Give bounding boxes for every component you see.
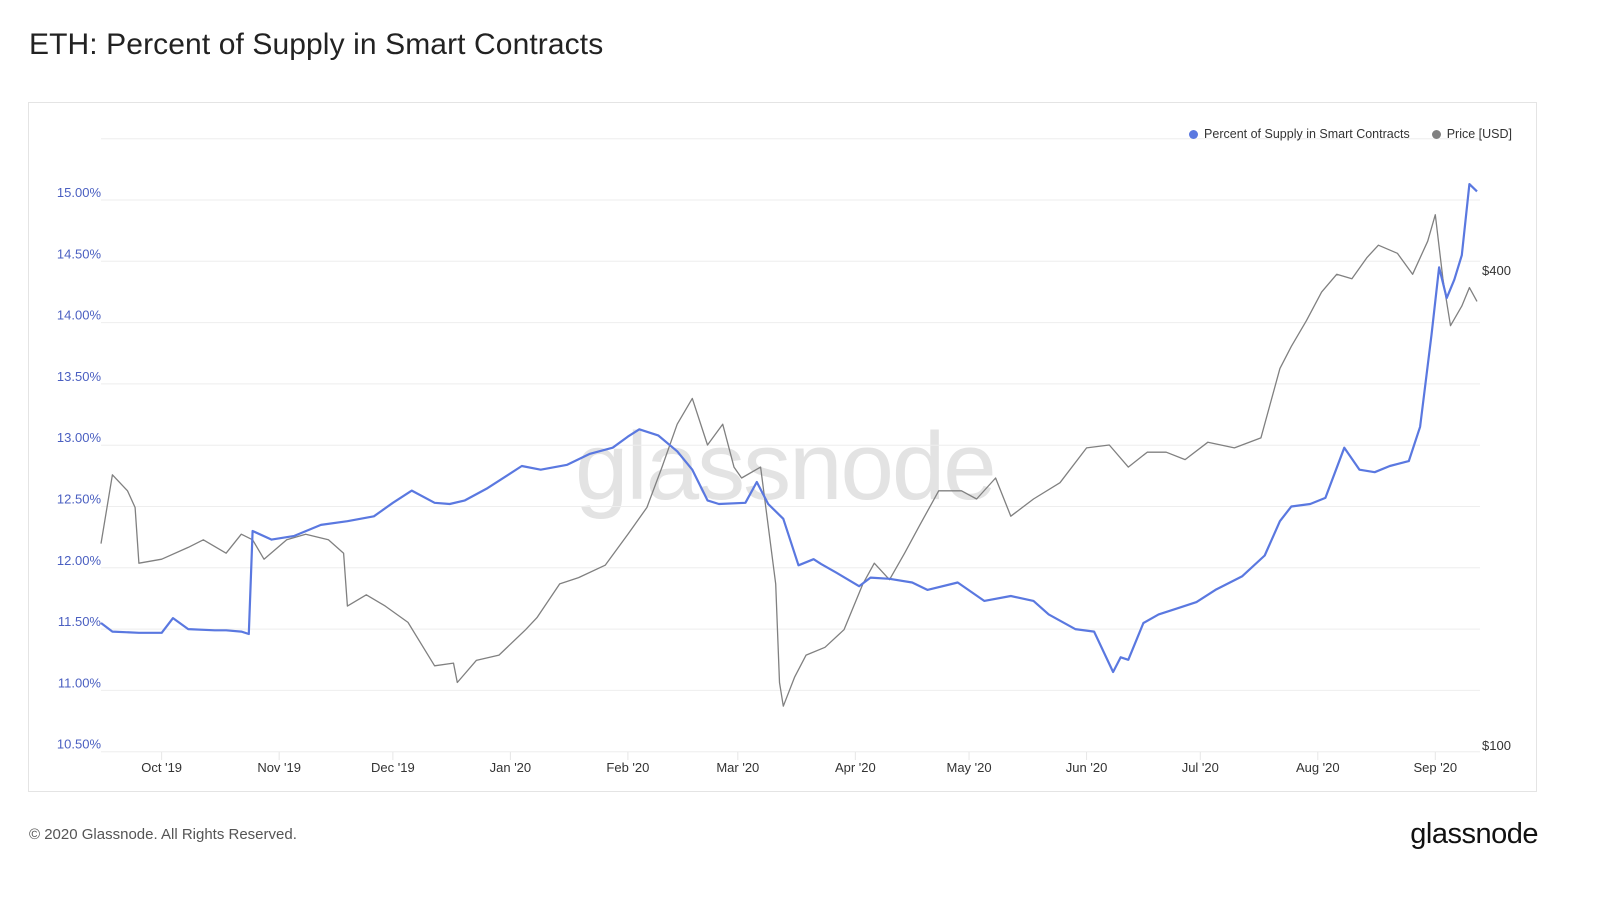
y-tick-label: 12.00%	[57, 553, 102, 568]
y-tick-label: 10.50%	[57, 737, 102, 752]
x-tick-label: Nov '19	[257, 760, 301, 775]
x-tick-label: Oct '19	[141, 760, 182, 775]
x-tick-label: Dec '19	[371, 760, 415, 775]
glassnode-logo[interactable]: glassnode	[1410, 818, 1538, 850]
chart-card	[28, 102, 1537, 792]
y-tick-label: 11.50%	[58, 614, 102, 629]
y-tick-label: 11.00%	[58, 675, 102, 690]
legend-dot-icon	[1431, 129, 1441, 139]
x-axis: Oct '19 Nov '19 Dec '19 Jan '20 Feb '20 Mar '…	[141, 752, 1457, 775]
x-tick-label: Jan '20	[490, 760, 532, 775]
y-tick-label: 15.00%	[57, 185, 102, 200]
footer-copyright: © 2020 Glassnode. All Rights Reserved.	[29, 826, 297, 843]
y-right-tick-label: $400	[1482, 263, 1511, 278]
y-right-tick-label: $100	[1482, 738, 1511, 753]
x-tick-label: Sep '20	[1413, 760, 1457, 775]
chart-legend: Percent of Supply in Smart Contracts Pri…	[1189, 127, 1512, 141]
legend-label: Percent of Supply in Smart Contracts	[1204, 127, 1410, 141]
legend-item-price[interactable]: Price [USD]	[1431, 127, 1512, 141]
x-tick-label: Jun '20	[1066, 760, 1108, 775]
y-tick-label: 14.00%	[57, 308, 102, 323]
gridlines	[101, 138, 1480, 753]
y-axis-left: 10.50% 11.00% 11.50% 12.00% 12.50% 13.00% 13.5…	[57, 185, 102, 752]
percent-series-line[interactable]	[100, 183, 1478, 674]
legend-label: Price [USD]	[1446, 127, 1512, 141]
y-tick-label: 13.00%	[57, 430, 102, 445]
price-series-line[interactable]	[100, 214, 1478, 707]
y-tick-label: 13.50%	[57, 369, 102, 384]
legend-item-percent[interactable]: Percent of Supply in Smart Contracts	[1189, 127, 1410, 141]
x-tick-label: Mar '20	[716, 760, 759, 775]
x-tick-label: May '20	[946, 760, 991, 775]
y-tick-label: 12.50%	[57, 492, 102, 507]
page-title: ETH: Percent of Supply in Smart Contract…	[29, 28, 604, 61]
x-tick-label: Feb '20	[606, 760, 649, 775]
y-tick-label: 14.50%	[57, 246, 102, 261]
x-tick-label: Jul '20	[1182, 760, 1219, 775]
x-tick-label: Apr '20	[835, 760, 876, 775]
x-tick-label: Aug '20	[1296, 760, 1340, 775]
legend-dot-icon	[1189, 129, 1199, 139]
y-axis-right: $100 $400	[1482, 263, 1511, 753]
